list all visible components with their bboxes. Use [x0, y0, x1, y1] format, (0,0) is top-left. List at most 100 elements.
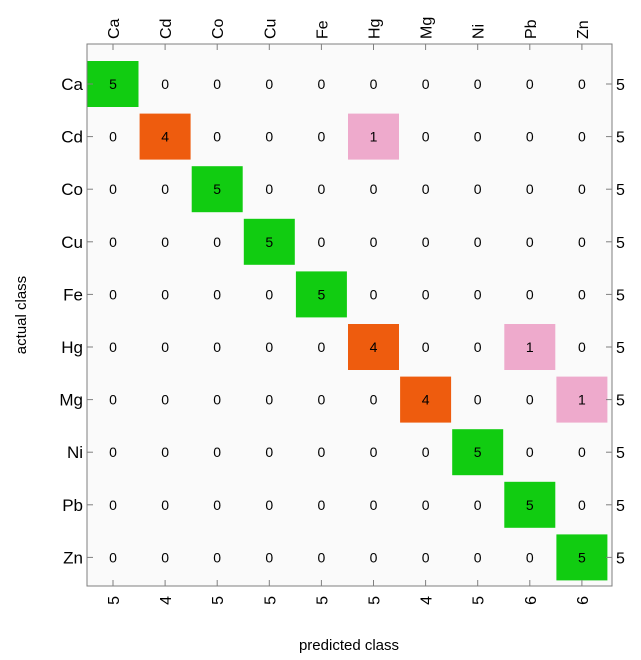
- cell-value-Ni-Fe: 0: [318, 444, 326, 460]
- x-category-label: Ni: [471, 24, 488, 39]
- cell-value-Zn-Hg: 0: [370, 549, 378, 565]
- cell-value-Ca-Ca: 5: [109, 76, 117, 92]
- cell-value-Mg-Ni: 0: [474, 392, 482, 408]
- cell-value-Zn-Pb: 0: [526, 549, 534, 565]
- cell-Fe-Fe: [295, 271, 347, 318]
- cell-value-Mg-Pb: 0: [526, 392, 534, 408]
- cell-value-Hg-Zn: 0: [578, 339, 586, 355]
- cell-value-Ni-Ni: 5: [474, 444, 482, 460]
- cell-value-Mg-Zn: 1: [578, 392, 586, 408]
- column-total-label: 5: [314, 596, 331, 605]
- x-category-label: Pb: [523, 19, 540, 39]
- cell-Ca-Ca: [87, 61, 139, 107]
- cell-value-Mg-Fe: 0: [318, 392, 326, 408]
- frame-layer: [86, 43, 613, 587]
- row-total-label: 5: [616, 340, 625, 357]
- cell-value-Ni-Mg: 0: [422, 444, 430, 460]
- cell-value-Pb-Cd: 0: [161, 497, 169, 513]
- cell-value-Pb-Ni: 0: [474, 497, 482, 513]
- cell-Hg-Hg: [348, 324, 399, 370]
- y-category-label: Cu: [61, 233, 83, 252]
- row-total-label: 5: [616, 393, 625, 410]
- cell-value-Pb-Ca: 0: [109, 497, 117, 513]
- cell-value-Cu-Cd: 0: [161, 234, 169, 250]
- cell-value-Ca-Cd: 0: [161, 76, 169, 92]
- column-total-label: 6: [575, 596, 592, 605]
- cell-value-Cd-Ca: 0: [109, 129, 117, 145]
- cell-value-Hg-Co: 0: [213, 339, 221, 355]
- y-category-label: Hg: [61, 338, 83, 357]
- cell-value-Fe-Cd: 0: [161, 286, 169, 302]
- cell-value-Hg-Cd: 0: [161, 339, 169, 355]
- cell-value-Fe-Zn: 0: [578, 286, 586, 302]
- cell-value-Ni-Cu: 0: [265, 444, 273, 460]
- labels-layer: Ca Cd Co Cu Fe Hg Mg Ni Pb Zn 5 4 5 5 5 5 4 5 6 6 Ca Cd Co Cu Fe…: [59, 17, 625, 605]
- cell-value-Ca-Hg: 0: [370, 76, 378, 92]
- cell-Mg-Zn: [556, 376, 608, 423]
- cell-value-Pb-Cu: 0: [265, 497, 273, 513]
- cell-Zn-Zn: [556, 534, 608, 581]
- cell-value-Mg-Co: 0: [213, 392, 221, 408]
- cell-value-Ni-Hg: 0: [370, 444, 378, 460]
- cell-value-Pb-Hg: 0: [370, 497, 378, 513]
- cell-value-Ca-Zn: 0: [578, 76, 586, 92]
- cell-value-Co-Co: 5: [213, 181, 221, 197]
- cell-value-Cu-Hg: 0: [370, 234, 378, 250]
- column-total-label: 5: [367, 596, 384, 605]
- cell-value-Mg-Ca: 0: [109, 392, 117, 408]
- x-category-label: Fe: [314, 20, 331, 39]
- cell-value-Cu-Fe: 0: [318, 234, 326, 250]
- y-category-label: Pb: [62, 496, 83, 515]
- y-category-label: Ca: [61, 75, 83, 94]
- cell-value-Cd-Mg: 0: [422, 129, 430, 145]
- column-total-label: 4: [419, 596, 436, 605]
- y-category-label: Zn: [63, 548, 83, 567]
- cell-value-Ni-Co: 0: [213, 444, 221, 460]
- cell-value-Cu-Co: 0: [213, 234, 221, 250]
- cell-value-Ni-Ca: 0: [109, 444, 117, 460]
- cell-value-Hg-Mg: 0: [422, 339, 430, 355]
- cell-value-Fe-Ca: 0: [109, 286, 117, 302]
- row-total-label: 5: [616, 445, 625, 462]
- cell-value-Pb-Pb: 5: [526, 497, 534, 513]
- cell-value-Mg-Hg: 0: [370, 392, 378, 408]
- cell-value-Pb-Fe: 0: [318, 497, 326, 513]
- row-total-label: 5: [616, 182, 625, 199]
- cell-value-Mg-Mg: 4: [422, 392, 430, 408]
- y-category-label: Ni: [67, 443, 83, 462]
- cell-value-Cd-Pb: 0: [526, 129, 534, 145]
- cell-value-Ca-Mg: 0: [422, 76, 430, 92]
- x-axis-title: predicted class: [299, 637, 399, 654]
- cell-Ni-Ni: [452, 429, 504, 476]
- cell-value-Cu-Mg: 0: [422, 234, 430, 250]
- cell-value-Fe-Mg: 0: [422, 286, 430, 302]
- row-total-label: 5: [616, 498, 625, 515]
- row-total-label: 5: [616, 287, 625, 304]
- y-category-label: Co: [61, 180, 83, 199]
- cell-value-Fe-Ni: 0: [474, 286, 482, 302]
- cell-value-Fe-Co: 0: [213, 286, 221, 302]
- cell-value-Ca-Cu: 0: [265, 76, 273, 92]
- row-total-label: 5: [616, 550, 625, 567]
- cell-value-Zn-Mg: 0: [422, 549, 430, 565]
- cell-Hg-Pb: [504, 324, 556, 370]
- cell-Cu-Cu: [243, 218, 295, 265]
- cell-value-Co-Hg: 0: [370, 181, 378, 197]
- cell-Co-Co: [191, 166, 243, 213]
- cell-value-Ni-Zn: 0: [578, 444, 586, 460]
- cell-value-Co-Mg: 0: [422, 181, 430, 197]
- cell-value-Ca-Pb: 0: [526, 76, 534, 92]
- cell-value-Hg-Cu: 0: [265, 339, 273, 355]
- cell-value-Hg-Fe: 0: [318, 339, 326, 355]
- y-category-label: Cd: [61, 128, 83, 147]
- cell-value-Cu-Zn: 0: [578, 234, 586, 250]
- cell-value-Hg-Hg: 4: [370, 339, 378, 355]
- cell-value-Cu-Ni: 0: [474, 234, 482, 250]
- cell-value-Co-Cd: 0: [161, 181, 169, 197]
- y-category-label: Fe: [63, 285, 83, 304]
- cell-value-Co-Fe: 0: [318, 181, 326, 197]
- cell-value-Ca-Ni: 0: [474, 76, 482, 92]
- column-total-label: 5: [106, 596, 123, 605]
- cell-value-Cd-Zn: 0: [578, 129, 586, 145]
